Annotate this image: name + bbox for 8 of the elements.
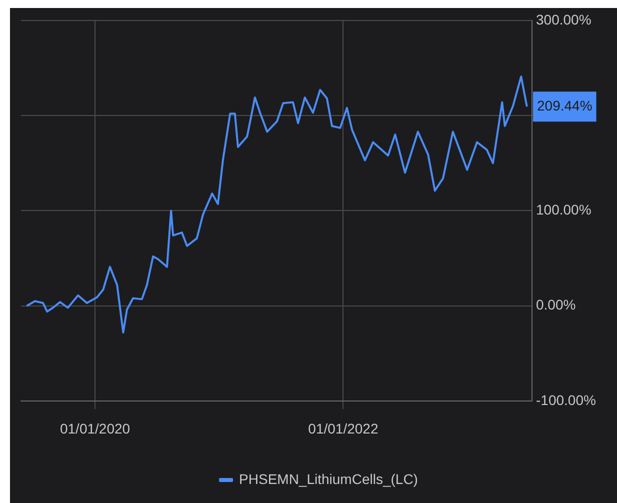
y-tick-label: 300.00% <box>536 11 592 28</box>
y-tick-label: 0.00% <box>536 296 576 313</box>
data-label: 209.44% <box>537 97 592 114</box>
y-tick-label: 100.00% <box>536 202 592 218</box>
y-tick-label: -100.00% <box>536 392 596 408</box>
legend-label: PHSEMN_LithiumCells_(LC) <box>239 470 418 487</box>
x-tick-label: 01/01/2022 <box>308 420 378 436</box>
x-tick-label: 01/01/2020 <box>60 420 130 436</box>
